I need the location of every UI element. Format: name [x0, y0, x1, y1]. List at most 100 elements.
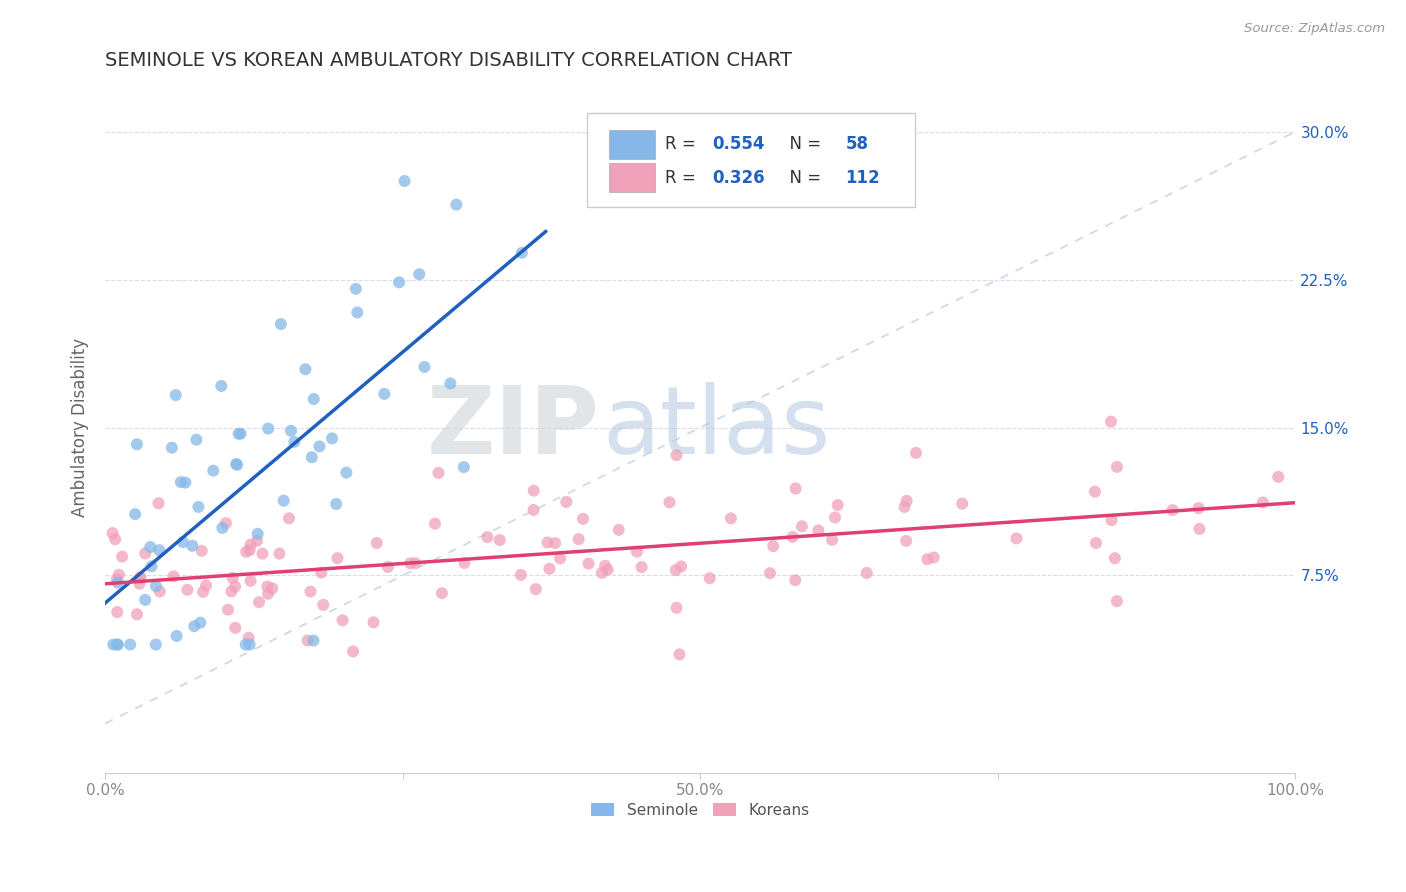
Point [172, 535, 194, 549]
Point [824, 510, 846, 524]
Point [896, 494, 918, 508]
Text: N =: N = [779, 136, 827, 153]
Point [555, 495, 578, 509]
Point [246, 533, 269, 548]
Point [105, 572, 128, 586]
Point [524, 582, 547, 596]
Point [145, 638, 167, 652]
Point [1101, 513, 1123, 527]
Point [591, 566, 613, 580]
Point [239, 543, 262, 558]
Point [104, 533, 127, 547]
Text: ZIP: ZIP [426, 382, 599, 474]
Point [120, 638, 142, 652]
Text: 112: 112 [845, 169, 880, 186]
Point [111, 549, 134, 564]
Point [211, 521, 233, 535]
Point [572, 512, 595, 526]
Point [423, 516, 446, 531]
Point [148, 543, 170, 558]
Point [446, 197, 468, 211]
Point [297, 633, 319, 648]
Point [477, 530, 499, 544]
Point [665, 448, 688, 462]
Point [224, 580, 246, 594]
Point [1099, 415, 1122, 429]
Point [149, 584, 172, 599]
Point [134, 593, 156, 607]
Point [893, 500, 915, 514]
Point [894, 533, 917, 548]
Point [759, 566, 782, 581]
Point [377, 560, 399, 574]
Point [544, 536, 567, 550]
Point [658, 495, 681, 509]
Point [105, 638, 128, 652]
Point [129, 571, 152, 585]
Point [129, 570, 152, 584]
Point [269, 547, 291, 561]
Point [239, 538, 262, 552]
Point [1187, 501, 1209, 516]
Point [226, 458, 249, 472]
Point [160, 441, 183, 455]
Point [148, 496, 170, 510]
Point [229, 426, 252, 441]
Text: 0.554: 0.554 [713, 136, 765, 153]
Point [162, 569, 184, 583]
Point [538, 562, 561, 576]
Point [145, 579, 167, 593]
Point [299, 584, 322, 599]
Point [181, 539, 204, 553]
Point [408, 267, 430, 281]
Point [366, 536, 388, 550]
Point [108, 567, 131, 582]
Point [855, 566, 877, 580]
Point [107, 575, 129, 590]
FancyBboxPatch shape [588, 113, 914, 207]
Point [827, 498, 849, 512]
Point [510, 245, 533, 260]
Point [256, 580, 278, 594]
Point [309, 566, 332, 580]
FancyBboxPatch shape [609, 163, 655, 192]
Point [1105, 459, 1128, 474]
Text: Source: ZipAtlas.com: Source: ZipAtlas.com [1244, 22, 1385, 36]
Point [453, 460, 475, 475]
Point [107, 638, 129, 652]
Point [170, 475, 193, 490]
Point [252, 547, 274, 561]
Point [124, 507, 146, 521]
Point [1084, 484, 1107, 499]
Point [238, 631, 260, 645]
Point [125, 437, 148, 451]
Point [1005, 532, 1028, 546]
Point [278, 511, 301, 525]
Point [453, 556, 475, 570]
Point [821, 533, 844, 547]
Point [224, 621, 246, 635]
Point [103, 638, 125, 652]
Point [270, 317, 292, 331]
Point [373, 387, 395, 401]
Point [785, 574, 807, 588]
Point [294, 362, 316, 376]
Point [807, 524, 830, 538]
Point [790, 519, 813, 533]
Point [607, 523, 630, 537]
Text: R =: R = [665, 136, 700, 153]
Text: 0.326: 0.326 [713, 169, 765, 186]
Point [195, 578, 218, 592]
Point [720, 511, 742, 525]
Point [228, 426, 250, 441]
Point [225, 457, 247, 471]
Point [399, 556, 422, 570]
Point [302, 392, 325, 406]
Point [105, 605, 128, 619]
Y-axis label: Ambulatory Disability: Ambulatory Disability [72, 338, 89, 517]
Text: SEMINOLE VS KOREAN AMBULATORY DISABILITY CORRELATION CHART: SEMINOLE VS KOREAN AMBULATORY DISABILITY… [105, 51, 792, 70]
Point [342, 644, 364, 658]
Point [427, 466, 450, 480]
Point [283, 434, 305, 449]
Point [186, 433, 208, 447]
